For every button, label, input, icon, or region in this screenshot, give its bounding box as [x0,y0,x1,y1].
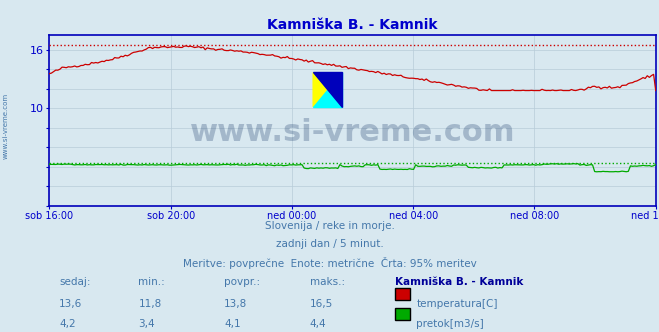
Text: Meritve: povprečne  Enote: metrične  Črta: 95% meritev: Meritve: povprečne Enote: metrične Črta:… [183,257,476,269]
Text: www.si-vreme.com: www.si-vreme.com [2,93,9,159]
Text: 13,6: 13,6 [59,299,82,309]
Text: 13,8: 13,8 [224,299,247,309]
Text: min.:: min.: [138,277,165,287]
Text: 4,1: 4,1 [224,319,241,329]
Text: pretok[m3/s]: pretok[m3/s] [416,319,484,329]
Text: 3,4: 3,4 [138,319,155,329]
Text: zadnji dan / 5 minut.: zadnji dan / 5 minut. [275,239,384,249]
Polygon shape [313,72,342,107]
Text: Kamniška B. - Kamnik: Kamniška B. - Kamnik [268,18,438,32]
Text: 4,4: 4,4 [310,319,326,329]
Text: temperatura[C]: temperatura[C] [416,299,498,309]
Text: maks.:: maks.: [310,277,345,287]
Polygon shape [313,72,342,107]
Text: www.si-vreme.com: www.si-vreme.com [190,118,515,147]
Text: sedaj:: sedaj: [59,277,91,287]
Text: Slovenija / reke in morje.: Slovenija / reke in morje. [264,221,395,231]
Text: 16,5: 16,5 [310,299,333,309]
Text: povpr.:: povpr.: [224,277,260,287]
Polygon shape [313,72,342,107]
Text: 4,2: 4,2 [59,319,76,329]
Text: Kamniška B. - Kamnik: Kamniška B. - Kamnik [395,277,524,287]
Text: 11,8: 11,8 [138,299,161,309]
